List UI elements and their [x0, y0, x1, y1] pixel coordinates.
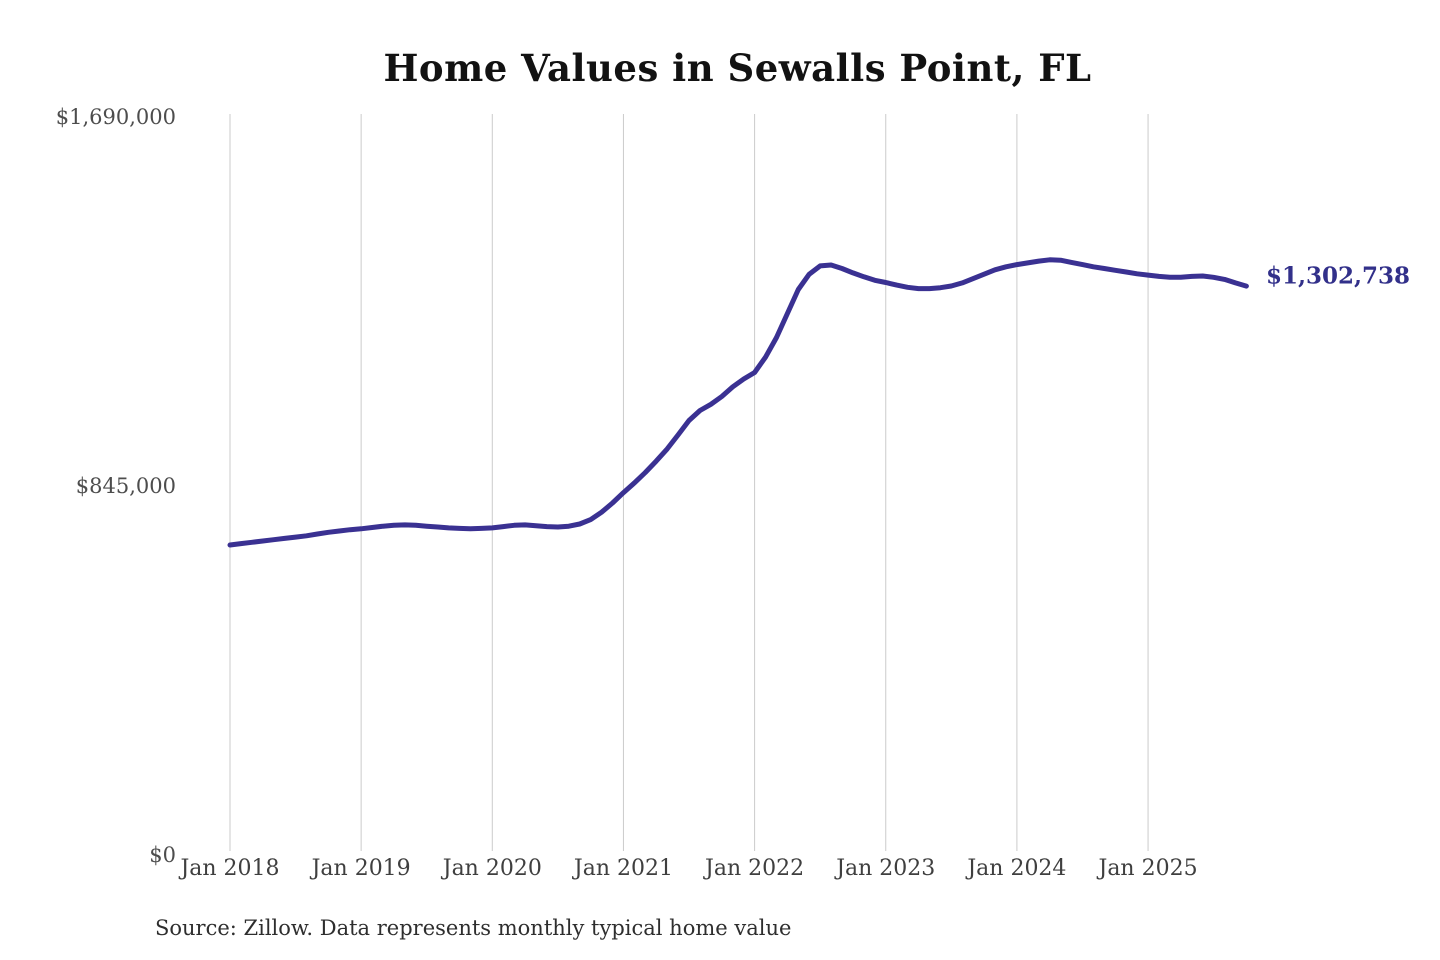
x-axis-tick-label: Jan 2018 [180, 856, 280, 881]
vertical-gridlines [229, 114, 1149, 851]
x-axis-tick-label: Jan 2020 [442, 856, 542, 881]
chart-title: Home Values in Sewalls Point, FL [383, 46, 1092, 90]
x-axis-tick-label: Jan 2022 [705, 856, 805, 881]
y-axis-tick-label: $845,000 [75, 474, 176, 498]
x-axis-tick-label: Jan 2025 [1098, 856, 1198, 881]
latest-value-label: $1,302,738 [1266, 262, 1411, 290]
x-axis-tick-label: Jan 2019 [311, 856, 411, 881]
x-axis-tick-label: Jan 2023 [836, 856, 936, 881]
y-axis-tick-label: $1,690,000 [55, 105, 176, 129]
source-note: Source: Zillow. Data represents monthly … [155, 916, 792, 940]
x-axis-tick-label: Jan 2024 [967, 856, 1067, 881]
x-axis-tick-label: Jan 2021 [573, 856, 673, 881]
y-axis-tick-label: $0 [149, 843, 176, 867]
home-value-series-line [227, 257, 1249, 548]
